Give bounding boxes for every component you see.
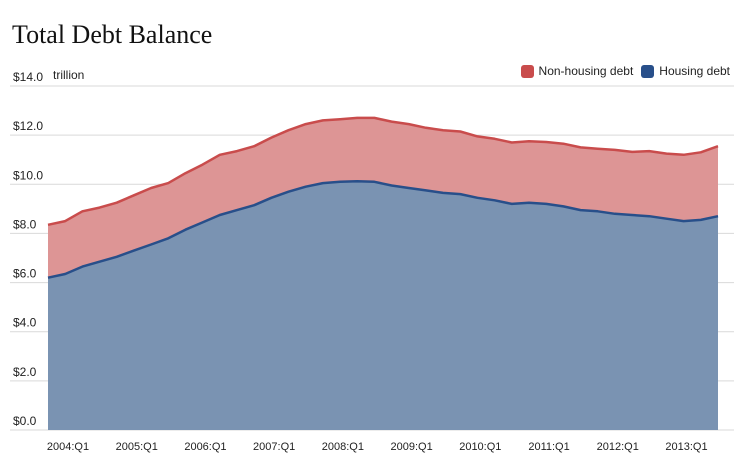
x-tick-label: 2011:Q1 bbox=[528, 441, 569, 453]
legend-swatch-housing bbox=[641, 64, 655, 78]
y-tick-labels: $0.0 $2.0 $4.0 $6.0 $8.0 $10.0 $12.0 $14.0 bbox=[13, 70, 43, 428]
y-tick-label: $2.0 bbox=[13, 365, 37, 379]
y-tick-label: $10.0 bbox=[13, 168, 43, 182]
x-tick-label: 2012:Q1 bbox=[597, 441, 639, 453]
y-unit-label: trillion bbox=[53, 68, 85, 82]
x-tick-label: 2013:Q1 bbox=[665, 441, 707, 453]
y-tick-label: $8.0 bbox=[13, 217, 37, 231]
legend-swatch-non-housing bbox=[520, 64, 534, 78]
y-tick-label: $4.0 bbox=[13, 316, 37, 330]
y-tick-label: $0.0 bbox=[13, 414, 37, 428]
legend-item-non-housing[interactable]: Non-housing debt bbox=[520, 64, 634, 78]
housing-debt-area bbox=[48, 181, 718, 430]
x-tick-label: 2004:Q1 bbox=[47, 441, 89, 453]
legend-label-housing: Housing debt bbox=[659, 64, 730, 78]
x-tick-label: 2009:Q1 bbox=[390, 441, 432, 453]
x-tick-label: 2005:Q1 bbox=[116, 441, 158, 453]
chart-title: Total Debt Balance bbox=[12, 20, 213, 49]
series-lines bbox=[47, 116, 719, 279]
y-tick-label: $6.0 bbox=[13, 267, 37, 281]
x-tick-labels: 2004:Q1 2005:Q1 2006:Q1 2007:Q1 2008:Q1 2009:… bbox=[47, 441, 708, 453]
non-housing-debt-line bbox=[47, 116, 719, 227]
legend-label-non-housing: Non-housing debt bbox=[538, 64, 634, 78]
legend: Non-housing debt Housing debt bbox=[520, 64, 730, 78]
legend-item-housing[interactable]: Housing debt bbox=[641, 64, 730, 78]
x-tick-label: 2006:Q1 bbox=[184, 441, 226, 453]
x-tick-label: 2010:Q1 bbox=[459, 441, 501, 453]
x-tick-label: 2007:Q1 bbox=[253, 441, 295, 453]
y-tick-label: $14.0 bbox=[13, 70, 43, 84]
area-layers bbox=[48, 117, 718, 430]
x-tick-label: 2008:Q1 bbox=[322, 441, 364, 453]
y-tick-label: $12.0 bbox=[13, 119, 43, 133]
housing-debt-line bbox=[47, 180, 719, 279]
